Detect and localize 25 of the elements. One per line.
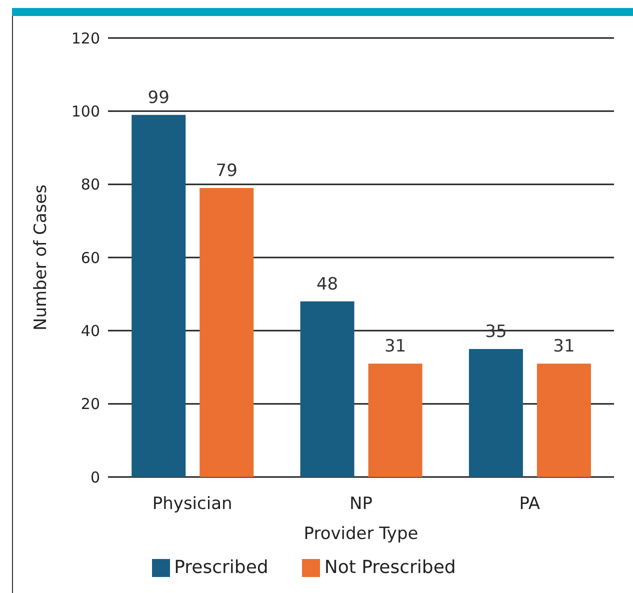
y-axis-title: Number of Cases: [31, 184, 52, 330]
data-label: 31: [384, 336, 406, 357]
y-tick-label: 80: [80, 176, 100, 194]
y-tick-label: 40: [80, 322, 100, 340]
data-label: 99: [148, 88, 170, 108]
data-label: 79: [216, 160, 238, 181]
bar: [468, 348, 523, 477]
y-tick-label: 120: [71, 29, 100, 48]
x-axis-title: Provider Type: [304, 524, 418, 544]
bar: [132, 114, 186, 477]
bar: [200, 188, 254, 477]
legend-label: Prescribed: [174, 557, 268, 578]
x-tick-label: Physician: [152, 494, 232, 514]
x-tick-label: PA: [519, 494, 540, 514]
bar: [368, 364, 422, 477]
y-tick-label: 20: [80, 395, 100, 414]
data-label: 31: [553, 336, 575, 357]
data-label: 48: [316, 274, 338, 294]
x-tick-label: NP: [350, 494, 372, 514]
bar: [536, 364, 591, 477]
y-tick-label: 100: [71, 102, 100, 120]
y-tick-label: 60: [80, 248, 100, 267]
bar: [300, 301, 354, 477]
y-tick-label: 0: [90, 468, 100, 486]
legend-label: Not Prescribed: [324, 557, 456, 578]
